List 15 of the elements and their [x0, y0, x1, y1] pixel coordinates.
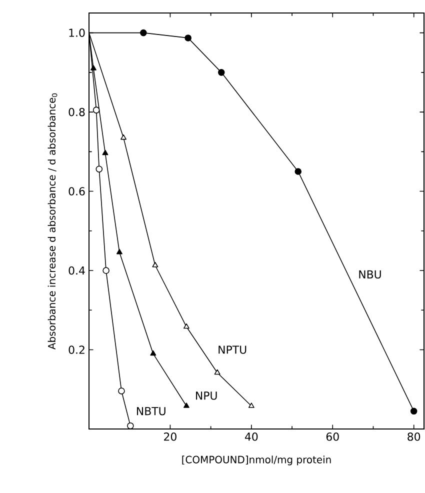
y-tick-label: 0.8	[68, 108, 85, 116]
x-tick-label: 60	[326, 432, 339, 441]
annotation: NPU	[196, 392, 217, 400]
x-axis-title: [COMPOUND]nmol/mg protein	[182, 456, 331, 466]
y-tick-label: 0.6	[68, 187, 85, 196]
y-tick-label: 0.2	[68, 346, 84, 354]
annotation: NBU	[359, 270, 381, 279]
x-tick-label: 80	[408, 432, 420, 441]
y-tick-label: 1.0	[69, 28, 85, 37]
y-axis-title: Absorbance increase d absorbance / d absorbance$_{0}$	[48, 93, 58, 350]
x-tick-label: 20	[164, 432, 176, 441]
annotation: NPTU	[218, 346, 246, 354]
annotation: NBTU	[136, 407, 166, 416]
y-tick-label: 0.4	[68, 266, 85, 275]
x-tick-label: 40	[244, 432, 258, 441]
